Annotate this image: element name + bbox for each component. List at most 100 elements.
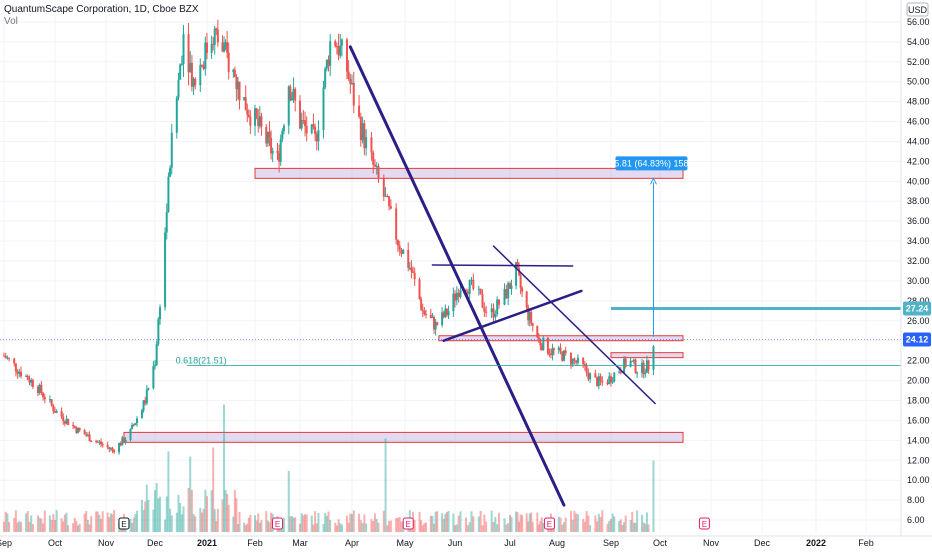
candle-body: [140, 410, 143, 419]
trendline[interactable]: [348, 45, 566, 507]
candle-body: [6, 357, 9, 359]
volume-bar: [528, 513, 531, 532]
candle-body: [377, 166, 380, 179]
volume-bar: [623, 522, 626, 532]
volume-bar: [597, 513, 600, 532]
volume-bar: [585, 511, 588, 532]
volume-bar: [90, 516, 93, 532]
trendline[interactable]: [442, 289, 583, 342]
candle-body: [481, 294, 484, 308]
volume-bar: [282, 517, 285, 532]
candle-body: [559, 347, 562, 352]
resistance-zone[interactable]: [438, 335, 684, 342]
candle-body: [402, 249, 405, 254]
volume-bar: [255, 520, 258, 532]
candle-body: [26, 376, 29, 380]
candle-body: [265, 126, 268, 144]
earnings-marker[interactable]: [402, 517, 414, 530]
resistance-zone[interactable]: [254, 167, 684, 179]
volume-bar: [180, 514, 183, 532]
volume-bar: [13, 517, 16, 532]
volume-bar: [167, 451, 170, 532]
volume-bar: [96, 511, 99, 532]
candle-body: [546, 337, 549, 354]
candle-body: [235, 77, 238, 90]
trendline[interactable]: [492, 245, 656, 405]
earnings-marker[interactable]: [118, 517, 130, 530]
candle-body: [373, 164, 376, 167]
candle-body: [77, 427, 80, 433]
candle-body: [55, 411, 58, 413]
last-price-badge-box: [903, 332, 931, 347]
volume-bar: [571, 519, 574, 532]
volume-bar: [389, 520, 392, 532]
earnings-marker[interactable]: [272, 517, 283, 530]
volume-bar: [647, 524, 650, 532]
candle-body: [575, 360, 578, 363]
volume-bar: [447, 510, 450, 532]
volume-bar: [266, 520, 269, 532]
candle-body: [134, 423, 137, 426]
volume-bar: [477, 516, 480, 532]
volume-bar: [613, 516, 616, 532]
volume-bar: [470, 511, 473, 532]
volume-bar: [509, 514, 511, 532]
volume-bar: [190, 490, 193, 532]
volume-bar: [227, 505, 230, 532]
earnings-marker-letter: E: [406, 520, 411, 529]
candle-body: [334, 41, 337, 47]
candle-body: [289, 86, 292, 101]
volume-bar: [589, 525, 592, 532]
candle-body: [88, 434, 91, 441]
candle-body: [224, 42, 227, 47]
candle-body: [279, 139, 282, 162]
volume-bar: [292, 517, 295, 532]
candle-body: [194, 78, 197, 86]
volume-bar: [518, 521, 521, 532]
candle-body: [281, 131, 284, 140]
volume-bar: [43, 510, 46, 532]
candle-body: [327, 59, 330, 66]
earnings-marker[interactable]: [543, 517, 555, 530]
volume-bar: [42, 523, 45, 532]
volume-bar: [322, 524, 325, 532]
time-tick-label: Jul: [504, 538, 516, 548]
volume-bar: [18, 521, 21, 532]
candle-body: [257, 117, 260, 126]
volume-bar: [485, 521, 488, 532]
candle-body: [569, 353, 572, 365]
price-tick-label: 10.00: [907, 475, 930, 485]
candle-body: [375, 166, 378, 168]
volume-bar: [4, 511, 7, 532]
candle-body: [452, 293, 455, 312]
earnings-marker[interactable]: [698, 517, 710, 530]
volume-bar: [55, 510, 58, 532]
last-price-badge: 24.12: [906, 335, 929, 345]
price-axis[interactable]: [901, 0, 932, 550]
price-tick-label: 54.00: [907, 37, 930, 47]
candle-body: [359, 116, 362, 141]
price-tick-label: 28.00: [907, 296, 930, 306]
volume-bar: [575, 513, 578, 532]
candle-body: [238, 81, 241, 101]
candle-body: [335, 46, 338, 48]
candle-body: [645, 360, 648, 373]
candle-body: [528, 311, 531, 321]
resistance-zone[interactable]: [123, 431, 684, 443]
candle-body: [304, 120, 307, 127]
volume-bar: [521, 515, 524, 532]
price-tick-label: 32.00: [907, 256, 930, 266]
volume-bar: [386, 525, 389, 532]
volume-bar: [254, 515, 256, 532]
volume-bar: [527, 521, 530, 532]
currency-tag[interactable]: [906, 2, 929, 17]
candle-body: [72, 424, 75, 426]
volume-bar: [583, 521, 586, 532]
candle-body: [101, 444, 104, 446]
trendline[interactable]: [431, 264, 574, 267]
candle-body: [40, 384, 43, 394]
candle-body: [62, 416, 65, 422]
volume-bar: [289, 516, 292, 532]
